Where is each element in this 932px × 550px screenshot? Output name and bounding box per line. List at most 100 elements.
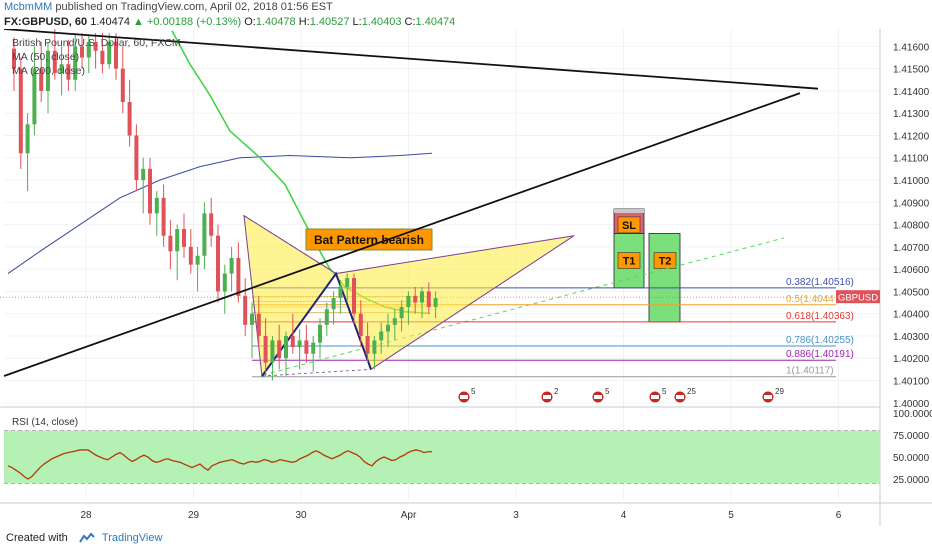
- candle-body: [154, 197, 159, 214]
- candle: [345, 273, 350, 303]
- created-with-label: Created with: [6, 532, 68, 544]
- candle: [168, 220, 173, 270]
- candle: [93, 33, 98, 69]
- event-count: 2: [554, 387, 559, 396]
- candle-body: [209, 213, 214, 236]
- candle: [399, 300, 404, 332]
- candle: [80, 33, 84, 69]
- candle-body: [236, 257, 241, 296]
- time-tick-label: 5: [728, 510, 734, 521]
- candle: [25, 113, 30, 192]
- candle-body: [263, 335, 268, 363]
- candle-body: [297, 340, 302, 348]
- price-change: ▲ +0.00188 (+0.13%): [133, 16, 242, 28]
- tradingview-brand-link[interactable]: TradingView: [101, 532, 163, 544]
- time-axis[interactable]: 28 29 30 Apr 3 4 5 6: [0, 502, 932, 521]
- event-flag-icon[interactable]: 5: [648, 387, 667, 404]
- fib-level-label: 0.382(1.40516): [786, 277, 854, 288]
- candle: [148, 157, 152, 225]
- candle-body: [277, 340, 282, 359]
- position-boxes[interactable]: SL T1 T2: [262, 208, 785, 376]
- author-link[interactable]: McbmMM: [4, 1, 53, 13]
- flag-band: [460, 395, 468, 399]
- rsi-line[interactable]: [7, 449, 432, 480]
- candle: [18, 57, 23, 169]
- candle-body: [80, 46, 84, 58]
- candle: [420, 286, 424, 319]
- candle-body: [107, 41, 112, 65]
- event-flag-icon[interactable]: 5: [591, 387, 610, 404]
- target2-box[interactable]: [648, 233, 681, 323]
- price-tick-label: 1.40400: [893, 310, 930, 321]
- candle: [392, 309, 397, 341]
- rsi-band: [4, 430, 880, 484]
- high-value: 1.40527: [309, 16, 350, 28]
- candle: [59, 46, 64, 96]
- candle: [270, 335, 275, 381]
- lower-trend-line[interactable]: [3, 92, 801, 377]
- candle: [379, 322, 384, 354]
- event-count: 5: [662, 387, 667, 396]
- event-flag-icon[interactable]: 29: [761, 387, 784, 404]
- time-tick-label: 6: [836, 510, 842, 521]
- candle-body: [100, 50, 105, 65]
- price-tick-label: 1.41100: [893, 154, 929, 165]
- symbol-label[interactable]: FX:GBPUSD, 60: [4, 16, 88, 28]
- t2-label: T2: [659, 256, 672, 268]
- event-count: 5: [471, 387, 476, 396]
- candle: [195, 246, 200, 292]
- candle: [426, 282, 431, 314]
- candle-body: [426, 291, 431, 307]
- candle: [297, 329, 302, 370]
- legend-item: British Pound/U.S. Dollar, 60, FXCM: [12, 37, 181, 49]
- candle: [188, 229, 193, 274]
- candle: [352, 273, 356, 325]
- event-flag-icon[interactable]: 2: [540, 387, 559, 404]
- event-flag-icon[interactable]: 5: [457, 387, 476, 404]
- price-tick-label: 1.41300: [893, 109, 930, 120]
- fib-level-label: 0.886(1.40191): [786, 349, 854, 360]
- candle-body: [148, 168, 152, 214]
- candle-body: [66, 64, 71, 80]
- price-tick-label: 1.40600: [893, 265, 930, 276]
- candle-body: [331, 298, 336, 310]
- rsi-panel[interactable]: RSI (14, close) 100.0000 75.0000 50.0000 25.…: [4, 409, 932, 486]
- candle-body: [12, 48, 16, 69]
- candle-body: [311, 342, 316, 354]
- candle: [386, 313, 390, 348]
- open-label: O:: [244, 16, 256, 28]
- candle-body: [338, 286, 343, 299]
- candle: [433, 291, 438, 319]
- candle: [365, 322, 370, 363]
- price-chart[interactable]: SL T1 T2 0.382(1.40516) 0.5(1.4044 0.618(1.4…: [0, 29, 932, 526]
- candle: [202, 202, 207, 270]
- upper-trend-line[interactable]: [3, 29, 819, 90]
- candle-body: [270, 340, 275, 363]
- rsi-tick-label: 100.0000: [893, 409, 932, 420]
- price-axis[interactable]: 1.41600 1.41500 1.41400 1.41300 1.41200 1.411…: [0, 29, 930, 526]
- price-tick-label: 1.40800: [893, 221, 930, 232]
- current-price-tag[interactable]: GBPUSD: [836, 290, 880, 304]
- candle: [154, 191, 159, 236]
- event-count: 25: [687, 387, 696, 396]
- projection-dashed-line[interactable]: [262, 237, 785, 376]
- price-tick-label: 1.41000: [893, 176, 930, 187]
- economic-events[interactable]: 5 2 5 5 25 29: [457, 387, 784, 404]
- trend-lines[interactable]: [3, 29, 819, 377]
- event-flag-icon[interactable]: 25: [673, 387, 696, 404]
- fibonacci-retracement[interactable]: 0.382(1.40516) 0.5(1.4044 0.618(1.40363) 0.…: [0, 277, 880, 378]
- price-tag-text: GBPUSD: [838, 293, 878, 304]
- rsi-tick-label: 25.0000: [893, 475, 930, 486]
- candle-body: [120, 68, 125, 103]
- candle-body: [399, 306, 404, 319]
- rsi-tick-label: 75.0000: [893, 431, 930, 442]
- candle: [39, 41, 44, 103]
- legend-item: MA (200, close): [12, 65, 85, 77]
- publish-info: published on TradingView.com, April 02, …: [55, 1, 333, 13]
- price-tag-bg: [836, 290, 880, 304]
- candle-body: [413, 295, 418, 303]
- candle-body: [39, 68, 44, 91]
- candle: [290, 313, 295, 354]
- candle-body: [73, 46, 78, 80]
- candle-body: [46, 50, 50, 91]
